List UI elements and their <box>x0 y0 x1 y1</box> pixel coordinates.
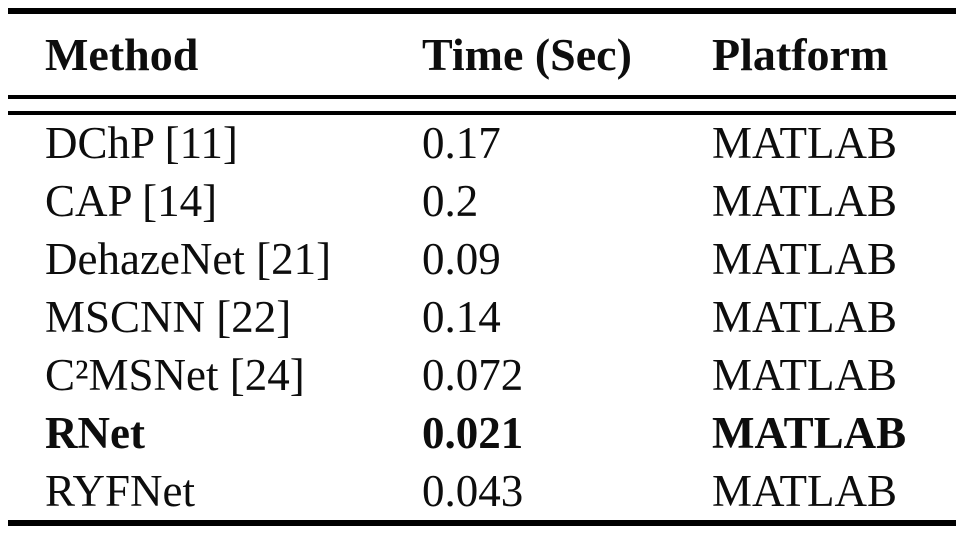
method-cell: RNet <box>45 408 145 458</box>
time-cell: 0.2 <box>422 176 479 226</box>
table-header-double-rule-lower <box>8 111 956 115</box>
platform-cell: MATLAB <box>712 292 898 342</box>
column-header-platform: Platform <box>712 29 889 80</box>
table-header-double-rule-upper <box>8 95 956 99</box>
method-cell: RYFNet <box>45 466 196 516</box>
table-row: RYFNet 0.043 MATLAB <box>8 462 956 520</box>
time-cell: 0.17 <box>422 118 501 168</box>
table-top-rule <box>8 8 956 14</box>
time-cell: 0.072 <box>422 350 524 400</box>
time-cell: 0.09 <box>422 234 501 284</box>
table-header-row: Method Time (Sec) Platform <box>8 14 956 95</box>
table-bottom-rule <box>8 520 956 526</box>
column-header-method: Method <box>45 29 199 80</box>
platform-cell: MATLAB <box>712 118 898 168</box>
table-row: C²MSNet [24] 0.072 MATLAB <box>8 346 956 404</box>
platform-cell: MATLAB <box>712 466 898 516</box>
table-row: DehazeNet [21] 0.09 MATLAB <box>8 230 956 288</box>
table-row: RNet 0.021 MATLAB <box>8 404 956 462</box>
method-cell: DChP [11] <box>45 118 238 168</box>
table-body: DChP [11] 0.17 MATLAB CAP [14] 0.2 MATLA… <box>8 114 956 520</box>
time-cell: 0.043 <box>422 466 524 516</box>
time-cell: 0.14 <box>422 292 501 342</box>
method-cell: MSCNN [22] <box>45 292 292 342</box>
table: Method Time (Sec) Platform DChP [11] 0.1… <box>8 0 956 539</box>
table-row: CAP [14] 0.2 MATLAB <box>8 172 956 230</box>
platform-cell: MATLAB <box>712 408 907 458</box>
method-cell: DehazeNet [21] <box>45 234 332 284</box>
time-cell: 0.021 <box>422 408 524 458</box>
platform-cell: MATLAB <box>712 176 898 226</box>
column-header-time: Time (Sec) <box>422 29 632 80</box>
table-row: MSCNN [22] 0.14 MATLAB <box>8 288 956 346</box>
platform-cell: MATLAB <box>712 234 898 284</box>
platform-cell: MATLAB <box>712 350 898 400</box>
method-cell: C²MSNet [24] <box>45 350 305 400</box>
method-cell: CAP [14] <box>45 176 218 226</box>
table-row: DChP [11] 0.17 MATLAB <box>8 114 956 172</box>
